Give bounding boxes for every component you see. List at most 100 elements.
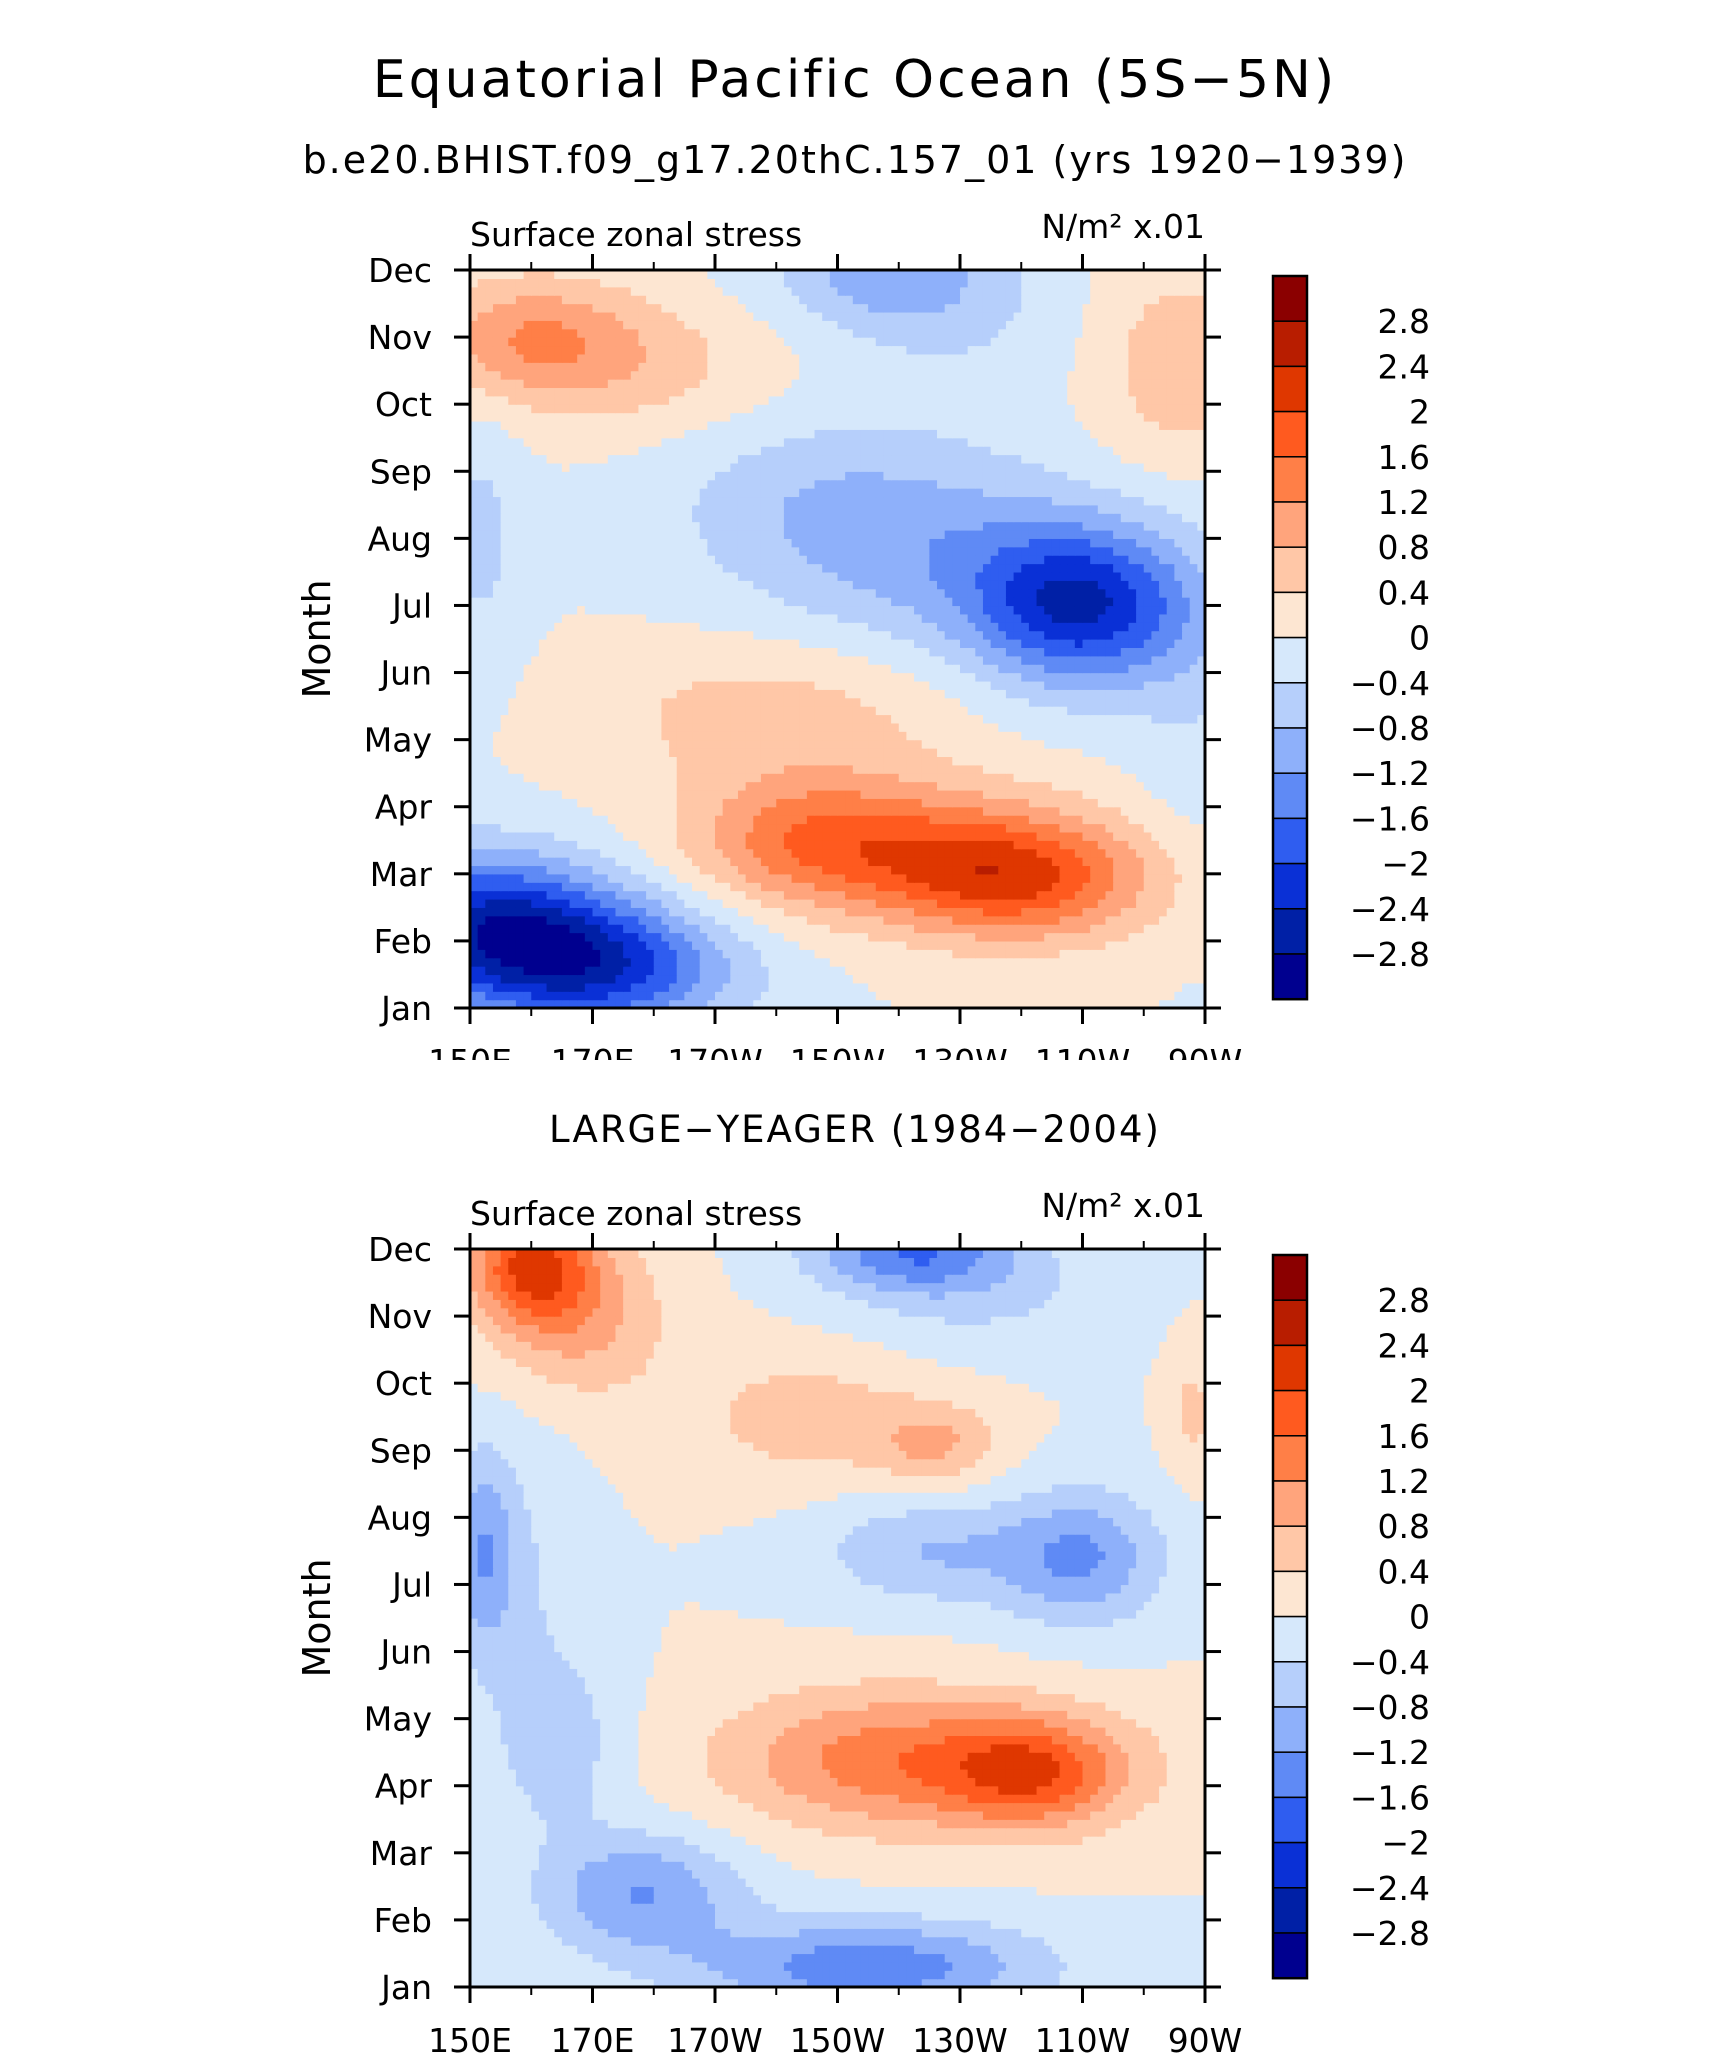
contour-cell — [883, 639, 892, 648]
contour-cell — [492, 831, 502, 841]
contour-cell — [822, 789, 831, 799]
contour-cell — [1182, 815, 1191, 825]
contour-cell — [937, 672, 946, 682]
contour-cell — [737, 714, 747, 724]
contour-cell — [1097, 613, 1107, 623]
contour-cell — [653, 991, 663, 1001]
contour-cell — [1136, 630, 1145, 640]
contour-cell — [845, 748, 854, 758]
contour-cell — [814, 882, 823, 892]
contour-cell — [707, 915, 716, 925]
contour-cell — [1005, 748, 1015, 758]
contour-cell — [722, 898, 731, 908]
contour-cell — [730, 789, 739, 799]
contour-cell — [1159, 588, 1168, 598]
contour-cell — [538, 588, 548, 598]
contour-cell — [577, 932, 586, 942]
contour-cell — [546, 722, 555, 732]
contour-cell — [592, 966, 601, 976]
contour-cell — [898, 815, 908, 825]
contour-cell — [944, 974, 953, 984]
contour-cell — [921, 597, 930, 607]
contour-cell — [967, 639, 976, 648]
contour-cell — [1021, 756, 1030, 766]
contour-cell — [845, 588, 854, 598]
contour-cell — [569, 907, 578, 917]
contour-cell — [715, 982, 724, 992]
contour-cell — [523, 890, 532, 900]
contour-cell — [1021, 664, 1030, 674]
contour-cell — [1090, 999, 1099, 1009]
contour-cell — [485, 680, 494, 690]
contour-cell — [1189, 974, 1198, 984]
contour-cell — [783, 999, 793, 1009]
contour-cell — [1143, 882, 1153, 892]
contour-cell — [1136, 639, 1145, 648]
contour-cell — [791, 848, 800, 858]
contour-cell — [768, 605, 777, 615]
contour-cell — [615, 974, 624, 984]
contour-cell — [515, 907, 525, 917]
contour-cell — [776, 991, 785, 1001]
contour-cell — [760, 873, 770, 883]
contour-cell — [607, 655, 617, 665]
contour-cell — [1028, 571, 1038, 581]
contour-cell — [1097, 588, 1107, 598]
contour-cell — [783, 680, 793, 690]
contour-cell — [561, 865, 571, 875]
contour-cell — [630, 890, 640, 900]
contour-cell — [875, 974, 885, 984]
contour-cell — [515, 857, 525, 867]
contour-cell — [607, 764, 617, 774]
contour-cell — [1113, 789, 1122, 799]
contour-cell — [1044, 781, 1053, 791]
contour-cell — [1105, 974, 1114, 984]
contour-cell — [1090, 865, 1099, 875]
contour-cell — [860, 756, 869, 766]
contour-cell — [477, 848, 486, 858]
contour-cell — [676, 815, 685, 825]
contour-cell — [837, 991, 846, 1001]
contour-cell — [960, 924, 969, 934]
contour-cell — [783, 764, 793, 774]
contour-cell — [845, 689, 854, 699]
contour-cell — [569, 571, 578, 581]
contour-cell — [722, 840, 731, 850]
contour-cell — [998, 630, 1007, 640]
contour-cell — [684, 731, 693, 741]
contour-cell — [1174, 714, 1183, 724]
contour-cell — [661, 907, 670, 917]
contour-cell — [745, 831, 754, 841]
contour-cell — [1143, 722, 1153, 732]
contour-cell — [661, 597, 670, 607]
contour-cell — [929, 966, 938, 976]
contour-cell — [906, 630, 915, 640]
contour-cell — [707, 597, 716, 607]
contour-cell — [715, 882, 724, 892]
contour-cell — [806, 781, 816, 791]
contour-cell — [1028, 764, 1038, 774]
contour-cell — [1021, 689, 1030, 699]
contour-cell — [1051, 764, 1061, 774]
contour-cell — [646, 865, 655, 875]
contour-cell — [531, 639, 540, 648]
contour-cell — [914, 924, 923, 934]
contour-cell — [1082, 882, 1091, 892]
contour-cell — [1151, 940, 1160, 950]
contour-cell — [1151, 605, 1160, 615]
contour-cell — [531, 915, 540, 925]
contour-cell — [776, 840, 785, 850]
contour-cell — [538, 840, 548, 850]
contour-cell — [783, 924, 793, 934]
contour-cell — [1159, 957, 1168, 967]
contour-cell — [1090, 957, 1099, 967]
contour-cell — [584, 865, 594, 875]
contour-cell — [538, 999, 548, 1009]
contour-cell — [799, 706, 808, 716]
contour-cell — [799, 789, 808, 799]
contour-cell — [1067, 957, 1076, 967]
contour-cell — [1097, 806, 1107, 816]
contour-cell — [1059, 622, 1068, 632]
contour-cell — [592, 605, 601, 615]
contour-cell — [707, 840, 716, 850]
